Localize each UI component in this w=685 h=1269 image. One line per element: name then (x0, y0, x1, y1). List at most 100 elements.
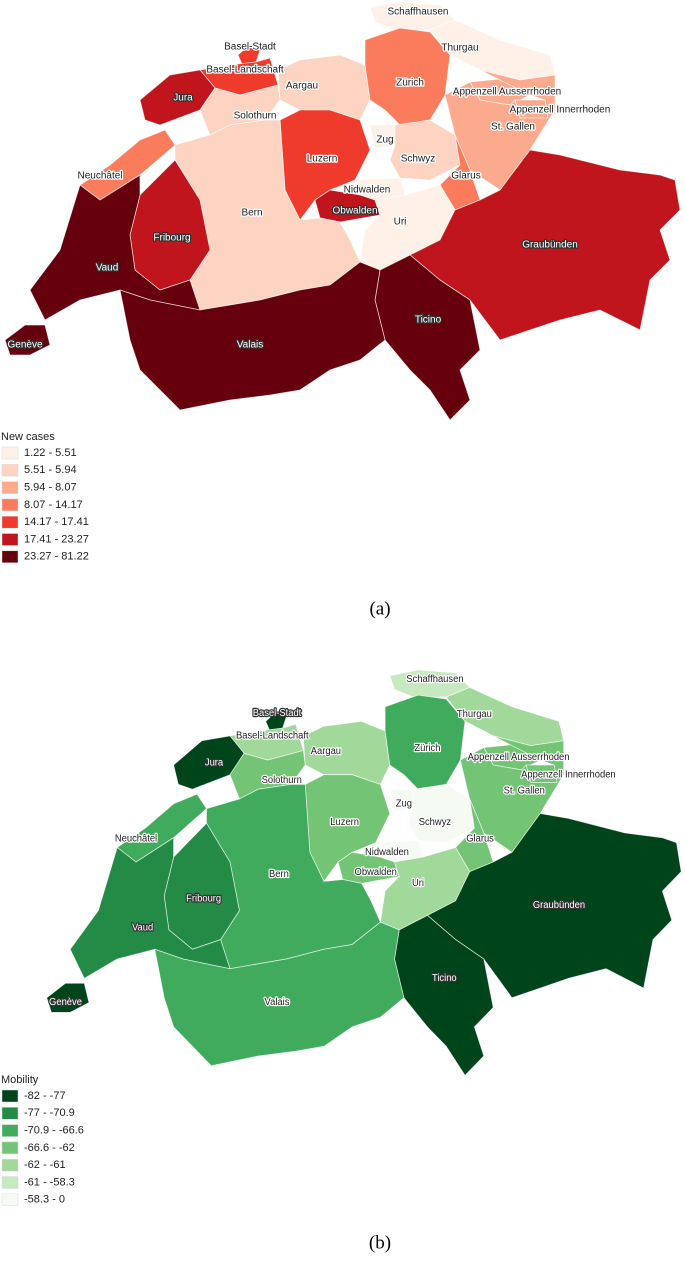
canton-label: Ticino (415, 315, 442, 326)
canton-label: Basel-Landschaft (206, 65, 283, 76)
legend-swatch (1, 481, 19, 494)
canton (69, 837, 231, 979)
canton-label: Glarus (451, 171, 480, 182)
legend-swatch (1, 1176, 19, 1189)
canton-label: Obwalden (332, 206, 377, 217)
canton-label: Appenzell Ausserrhoden (453, 87, 561, 98)
canton-label: Bern (241, 208, 262, 219)
canton-label: St. Gallen (491, 122, 535, 133)
legend-swatch (1, 1158, 19, 1172)
canton (444, 54, 556, 191)
canton-label: Genève (7, 340, 42, 351)
canton-label: Ticino (432, 973, 457, 984)
canton (237, 45, 261, 65)
canton-label: Graubünden (522, 240, 578, 251)
canton (29, 174, 201, 321)
canton-label: Zug (376, 135, 393, 146)
canton-label: Vaud (132, 922, 153, 933)
legend-label: 8.07 - 14.17 (24, 499, 83, 511)
legend-label: 23.27 - 81.22 (24, 551, 89, 563)
canton-label: Schaffhausen (388, 7, 449, 18)
canton-label: Neuchâtel (115, 833, 157, 844)
canton (154, 921, 405, 1067)
legend-label: 1.22 - 5.51 (24, 447, 77, 459)
legend-label: -58.3 - 0 (24, 1194, 65, 1206)
canton-label: Schwyz (419, 817, 452, 828)
legend-label: -66.6 - -62 (24, 1142, 75, 1154)
legend-swatch (1, 1107, 19, 1120)
canton-label: Schwyz (401, 154, 435, 165)
legend-title: New cases (1, 431, 55, 443)
legend-swatch (1, 550, 19, 564)
canton-label: Jura (173, 93, 193, 104)
canton-label: Uri (412, 878, 424, 889)
canton-label: Valais (265, 997, 290, 1008)
canton-label: Glarus (466, 833, 494, 844)
canton-label: Vaud (96, 263, 119, 274)
map: Schaffhausen Thurgau Basel-Stadt Basel-Land… (4, 1, 681, 421)
canton-label: Basel-Stadt (224, 42, 276, 53)
canton-label: Nidwalden (365, 847, 409, 858)
legend-swatch (1, 1124, 19, 1137)
legend-label: -61 - -58.3 (24, 1176, 75, 1188)
canton-label: Thurgau (441, 43, 478, 54)
legend-swatch (1, 498, 19, 512)
canton-label: Luzern (330, 817, 359, 828)
canton-label: Zürich (396, 78, 424, 89)
canton-label: Valais (237, 340, 264, 351)
canton-label: Nidwalden (344, 185, 391, 196)
canton (4, 324, 51, 356)
canton-label: Obwalden (355, 867, 397, 878)
map: Schaffhausen Thurgau Basel-Stadt Basel-Land… (46, 669, 682, 1077)
legend-title: Mobility (1, 1074, 39, 1086)
canton-label: Appenzell Ausserrhoden (468, 752, 570, 763)
legend-swatch (1, 464, 19, 477)
canton-label: Appenzell Innerrhoden (510, 105, 611, 116)
canton-label: Uri (394, 217, 407, 228)
canton-label: Aargau (286, 81, 318, 92)
canton-label: St. Gallen (504, 786, 545, 797)
canton-label: Zug (396, 798, 412, 809)
canton-label: Basel-Landschaft (236, 730, 309, 741)
legend-label: -82 - -77 (24, 1090, 66, 1102)
canton (46, 982, 90, 1013)
canton (265, 712, 287, 731)
legend-label: -70.9 - -66.6 (24, 1125, 84, 1137)
canton-label: Genève (49, 997, 82, 1008)
canton-label: Fribourg (186, 893, 221, 904)
canton-label: Appenzell Innerrhoden (521, 769, 616, 780)
canton-label: Zürich (414, 743, 440, 754)
canton-label: Solothurn (262, 775, 302, 786)
legend-label: -62 - -61 (24, 1159, 66, 1171)
legend-label: 14.17 - 17.41 (24, 516, 89, 528)
canton-label: Fribourg (153, 233, 190, 244)
canton-label: Luzern (307, 154, 338, 165)
canton (459, 721, 565, 853)
legend-swatch (1, 446, 19, 460)
caption: (a) (369, 598, 390, 619)
caption: (b) (369, 1232, 391, 1253)
canton-label: Schaffhausen (406, 674, 463, 685)
canton (277, 54, 371, 121)
canton-label: Aargau (311, 746, 341, 757)
canton (389, 119, 461, 181)
legend-swatch (1, 1089, 19, 1103)
canton-label: Graubünden (533, 900, 585, 911)
legend-label: 17.41 - 23.27 (24, 533, 89, 545)
canton (119, 261, 386, 411)
canton (408, 783, 475, 843)
canton-label: Thurgau (457, 709, 492, 720)
canton-label: Bern (269, 869, 289, 880)
canton-label: Neuchâtel (77, 171, 122, 182)
canton-label: Jura (205, 757, 224, 768)
canton-label: Solothurn (234, 111, 277, 122)
legend-label: -77 - -70.9 (24, 1107, 75, 1119)
legend-label: 5.51 - 5.94 (24, 464, 77, 476)
legend-swatch (1, 533, 19, 546)
legend-swatch (1, 1141, 19, 1155)
legend-swatch (1, 1193, 19, 1207)
legend-label: 5.94 - 8.07 (24, 482, 77, 494)
canton (302, 720, 391, 785)
